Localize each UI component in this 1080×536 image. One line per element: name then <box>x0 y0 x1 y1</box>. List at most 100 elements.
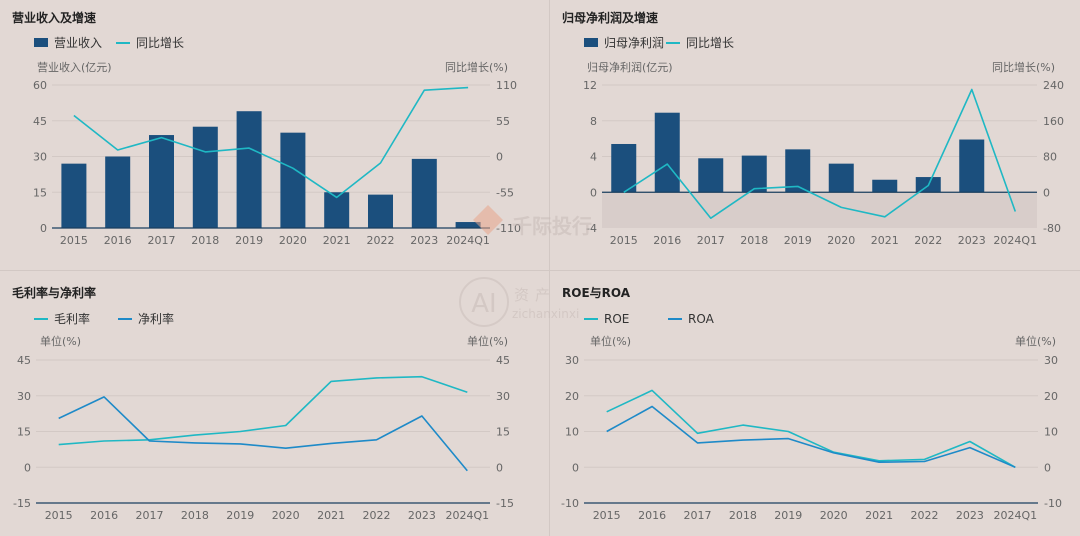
x-tick-2022: 2022 <box>914 234 942 247</box>
bar-2016 <box>654 112 680 193</box>
x-tick-2016: 2016 <box>104 234 132 247</box>
bar-2023 <box>959 139 985 193</box>
y-tick-left: -4 <box>586 222 597 235</box>
x-tick-2022: 2022 <box>911 509 939 522</box>
bar-2018 <box>192 126 218 228</box>
chart-title: 营业收入及增速 <box>12 10 96 25</box>
y-tick-right: 15 <box>496 426 510 439</box>
x-tick-2019: 2019 <box>235 234 263 247</box>
x-tick-2023: 2023 <box>410 234 438 247</box>
bar-2019 <box>785 149 811 193</box>
y-axis-left-label: 归母净利润(亿元) <box>587 60 673 74</box>
x-tick-2021: 2021 <box>865 509 893 522</box>
y-tick-left: 30 <box>565 354 579 367</box>
legend-line-label: 净利率 <box>138 311 174 326</box>
bar-2021 <box>872 179 898 193</box>
y-tick-right: 110 <box>496 79 517 92</box>
site-watermark-cn: 资产 <box>514 286 556 304</box>
panel-divider-vertical <box>549 0 550 536</box>
y-tick-left: 8 <box>590 115 597 128</box>
legend-bar-label: 归母净利润 <box>604 36 664 50</box>
series-line-毛利率 <box>58 375 468 446</box>
x-tick-2018: 2018 <box>740 234 768 247</box>
growth-line <box>73 86 469 199</box>
x-tick-2022: 2022 <box>363 509 391 522</box>
y-tick-left: 45 <box>17 354 31 367</box>
series-line-ROE <box>606 389 1016 468</box>
legend-bar-swatch <box>34 38 48 47</box>
x-tick-2019: 2019 <box>784 234 812 247</box>
y-tick-left: 60 <box>33 79 47 92</box>
y-tick-left: 0 <box>572 461 579 474</box>
x-tick-2015: 2015 <box>610 234 638 247</box>
x-tick-2022: 2022 <box>367 234 395 247</box>
series-line-净利率 <box>58 396 468 472</box>
y-axis-left-label: 单位(%) <box>590 334 631 348</box>
bar-2020 <box>280 132 306 228</box>
bar-2021 <box>324 192 350 228</box>
y-tick-right: 0 <box>496 151 503 164</box>
x-tick-2023: 2023 <box>408 509 436 522</box>
x-tick-2019: 2019 <box>774 509 802 522</box>
y-tick-left: 0 <box>590 186 597 199</box>
bar-2015 <box>61 163 87 228</box>
y-tick-left: 45 <box>33 115 47 128</box>
series-line-ROA <box>606 405 1016 469</box>
bar-2019 <box>236 111 262 228</box>
x-tick-2017: 2017 <box>697 234 725 247</box>
y-tick-right: 0 <box>496 461 503 474</box>
x-tick-2018: 2018 <box>191 234 219 247</box>
x-tick-2023: 2023 <box>958 234 986 247</box>
y-axis-left-label: 营业收入(亿元) <box>37 60 112 74</box>
y-tick-left: 12 <box>583 79 597 92</box>
y-tick-left: 10 <box>565 426 579 439</box>
y-tick-left: -15 <box>13 497 31 510</box>
x-tick-2024Q1: 2024Q1 <box>445 509 489 522</box>
y-tick-left: 15 <box>17 426 31 439</box>
legend-line-label: ROA <box>688 312 715 326</box>
chart-title: 归母净利润及增速 <box>562 10 658 25</box>
y-tick-left: 15 <box>33 186 47 199</box>
y-tick-right: -110 <box>496 222 521 235</box>
negative-region <box>602 192 1037 228</box>
x-tick-2017: 2017 <box>136 509 164 522</box>
x-tick-2015: 2015 <box>45 509 73 522</box>
legend-line-label: 同比增长 <box>686 36 734 50</box>
x-tick-2015: 2015 <box>593 509 621 522</box>
legend-line-label: 同比增长 <box>136 36 184 50</box>
x-tick-2015: 2015 <box>60 234 88 247</box>
y-tick-right: 45 <box>496 354 510 367</box>
x-tick-2021: 2021 <box>323 234 351 247</box>
y-tick-right: 240 <box>1043 79 1064 92</box>
y-tick-left: 0 <box>24 461 31 474</box>
y-tick-right: -10 <box>1044 497 1062 510</box>
y-tick-right: 30 <box>1044 354 1058 367</box>
y-tick-left: 30 <box>33 151 47 164</box>
x-tick-2020: 2020 <box>279 234 307 247</box>
bar-2022 <box>368 194 393 228</box>
site-watermark-en: zichanxinxi <box>512 307 579 321</box>
x-tick-2016: 2016 <box>653 234 681 247</box>
y-tick-right: 30 <box>496 390 510 403</box>
y-axis-left-label: 单位(%) <box>40 334 81 348</box>
y-axis-right-label: 单位(%) <box>1015 334 1056 348</box>
legend-line-label: ROE <box>604 312 629 326</box>
x-tick-2018: 2018 <box>181 509 209 522</box>
x-tick-2021: 2021 <box>317 509 345 522</box>
bar-2015 <box>611 143 637 193</box>
site-logo-icon <box>459 277 509 327</box>
y-tick-right: -80 <box>1043 222 1061 235</box>
y-tick-right: 10 <box>1044 426 1058 439</box>
bar-2017 <box>698 158 724 193</box>
y-tick-left: 4 <box>590 151 597 164</box>
y-tick-right: 20 <box>1044 390 1058 403</box>
y-tick-left: 30 <box>17 390 31 403</box>
bar-2018 <box>741 155 767 193</box>
bar-2023 <box>411 158 437 228</box>
panel-divider-horizontal <box>0 270 1080 271</box>
y-axis-right-label: 同比增长(%) <box>992 60 1055 74</box>
bar-2017 <box>149 135 174 228</box>
